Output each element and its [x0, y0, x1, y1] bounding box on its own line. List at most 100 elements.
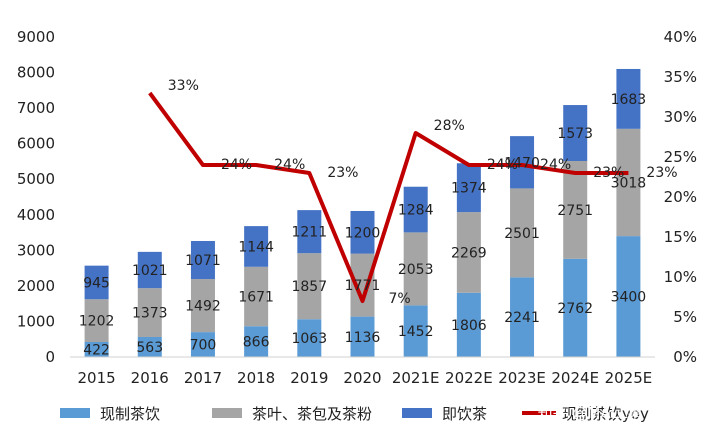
bar-label-2017-series-2: 1071 — [185, 253, 221, 269]
x-axis: 2015 2016 2017 2018 2019 2020 2021E 2022E 2023E 2… — [70, 356, 655, 387]
legend-swatch-1 — [212, 408, 242, 418]
bar-label-2016-series-1: 1373 — [132, 306, 168, 322]
bar-2025E-series-1 — [616, 128, 641, 237]
bar-label-2020-series-1: 1771 — [345, 278, 381, 294]
bar-2018-series-2 — [244, 226, 269, 267]
left-axis: 0 1000 2000 3000 4000 5000 6000 7000 8000 9000 — [17, 28, 55, 366]
bar-2022E-series-0 — [456, 292, 481, 357]
bar-2021E-series-1 — [403, 232, 428, 306]
bar-2022E-series-2 — [456, 163, 481, 213]
bar-2023E-series-2 — [510, 136, 535, 189]
yoy-label-2017: 24% — [221, 157, 252, 173]
left-tick-1000: 1000 — [17, 312, 55, 330]
yoy-label-2022E: 24% — [487, 157, 518, 173]
bar-2025E-series-0 — [616, 236, 641, 357]
bar-label-2019-series-2: 1211 — [291, 225, 327, 241]
right-tick-5%: 5% — [673, 308, 697, 326]
bar-label-2019-series-1: 1857 — [291, 279, 327, 295]
right-tick-20%: 20% — [664, 188, 697, 206]
bar-labels-layer: 422 1202 945 563 1373 1021 700 1492 1071 866 1671 1… — [79, 92, 646, 359]
bar-label-2015-series-0: 422 — [83, 342, 110, 358]
bar-2024E-series-0 — [563, 258, 588, 357]
bar-2019-series-1 — [297, 253, 322, 320]
bar-2019-series-0 — [297, 319, 322, 357]
bar-label-2024E-series-2: 1573 — [557, 126, 593, 142]
bar-label-2023E-series-0: 2241 — [504, 310, 540, 326]
bar-label-2022E-series-1: 2269 — [451, 245, 487, 261]
x-tick-2015: 2015 — [77, 369, 115, 387]
bar-label-2023E-series-1: 2501 — [504, 226, 540, 242]
yoy-labels-layer: 33% 24% 24% 23% 7% 28% 24% 24% 23% 23% — [168, 78, 678, 307]
bar-2015-series-0 — [84, 341, 109, 357]
bar-2023E-series-1 — [510, 188, 535, 278]
x-tick-2020: 2020 — [343, 369, 381, 387]
bar-label-2018-series-2: 1144 — [238, 239, 274, 255]
bar-2015-series-1 — [84, 299, 109, 342]
bar-label-2019-series-0: 1063 — [291, 331, 327, 347]
bar-2017-series-1 — [190, 279, 215, 333]
bar-2018-series-0 — [244, 326, 269, 357]
left-tick-4000: 4000 — [17, 206, 55, 224]
yoy-label-2021E: 28% — [434, 118, 465, 134]
bar-2017-series-2 — [190, 240, 215, 280]
left-tick-3000: 3000 — [17, 241, 55, 259]
yoy-label-2025E: 23% — [646, 165, 677, 181]
yoy-label-2023E: 24% — [540, 157, 571, 173]
watermark: 知乎 @MALL果 — [538, 404, 643, 422]
left-tick-5000: 5000 — [17, 170, 55, 188]
bar-2020-series-0 — [350, 316, 375, 357]
bar-2016-series-2 — [137, 251, 162, 289]
bar-2022E-series-1 — [456, 212, 481, 293]
bar-2016-series-0 — [137, 336, 162, 357]
x-tick-2017: 2017 — [184, 369, 222, 387]
bar-2020-series-2 — [350, 210, 375, 254]
bar-label-2021E-series-1: 2053 — [398, 262, 434, 278]
x-tick-2022E: 2022E — [445, 369, 493, 387]
bar-2021E-series-2 — [403, 186, 428, 233]
legend-label-3: 现制茶饮yoy — [562, 405, 649, 423]
bar-label-2025E-series-2: 1683 — [611, 92, 647, 108]
bar-label-2020-series-2: 1200 — [345, 225, 381, 241]
x-tick-2024E: 2024E — [551, 369, 599, 387]
right-tick-0%: 0% — [673, 348, 697, 366]
bar-label-2021E-series-2: 1284 — [398, 203, 434, 219]
bar-label-2021E-series-0: 1452 — [398, 324, 434, 340]
bar-label-2022E-series-0: 1806 — [451, 318, 487, 334]
bar-label-2017-series-1: 1492 — [185, 299, 221, 315]
legend-label-2: 即饮茶 — [442, 405, 487, 423]
right-tick-30%: 30% — [664, 108, 697, 126]
legend-swatch-0 — [60, 408, 90, 418]
left-tick-7000: 7000 — [17, 99, 55, 117]
bar-2015-series-2 — [84, 265, 109, 300]
right-tick-15%: 15% — [664, 228, 697, 246]
bar-2017-series-0 — [190, 332, 215, 357]
bar-label-2015-series-2: 945 — [83, 275, 110, 291]
bar-2025E-series-2 — [616, 68, 641, 129]
x-tick-2025E: 2025E — [605, 369, 653, 387]
left-tick-9000: 9000 — [17, 28, 55, 46]
bars-layer — [84, 68, 641, 357]
right-axis: 0% 5% 10% 15% 20% 25% 30% 35% 40% — [664, 28, 697, 366]
bar-label-2017-series-0: 700 — [190, 338, 217, 354]
bar-label-2016-series-2: 1021 — [132, 263, 168, 279]
bar-label-2022E-series-2: 1374 — [451, 181, 487, 197]
legend: 现制茶饮 茶叶、茶包及茶粉 即饮茶 现制茶饮yoy — [60, 405, 649, 423]
yoy-label-2016: 33% — [168, 78, 199, 94]
bar-label-2023E-series-2: 1470 — [504, 155, 540, 171]
x-tick-2021E: 2021E — [392, 369, 440, 387]
bar-2016-series-1 — [137, 288, 162, 337]
bar-2024E-series-2 — [563, 105, 588, 161]
bar-2023E-series-0 — [510, 277, 535, 357]
yoy-label-2024E: 23% — [593, 165, 624, 181]
bar-2018-series-1 — [244, 266, 269, 327]
left-tick-0: 0 — [45, 348, 55, 366]
bar-label-2018-series-0: 866 — [243, 335, 270, 351]
bar-label-2020-series-0: 1136 — [345, 330, 381, 346]
bar-2024E-series-1 — [563, 160, 588, 259]
left-tick-6000: 6000 — [17, 135, 55, 153]
bar-label-2018-series-1: 1671 — [238, 290, 274, 306]
yoy-label-2020: 7% — [389, 291, 411, 307]
yoy-label-2018: 24% — [274, 157, 305, 173]
bar-2019-series-2 — [297, 210, 322, 254]
